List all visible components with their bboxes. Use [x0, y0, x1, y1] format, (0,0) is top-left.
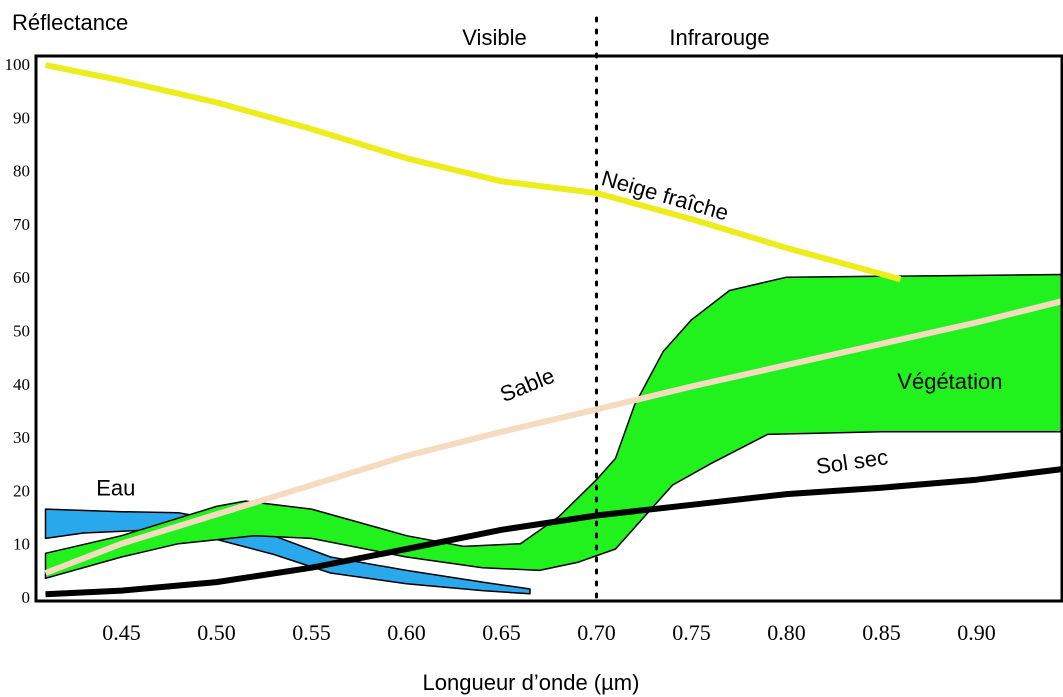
- x-tick-label: 0.65: [482, 620, 521, 645]
- x-tick-label: 0.70: [577, 620, 616, 645]
- y-tick-label: 20: [13, 481, 30, 500]
- band-vegetation: [44, 273, 1063, 580]
- lines-layer: [44, 62, 1063, 598]
- y-tick-label: 50: [13, 322, 30, 341]
- x-tick-label: 0.80: [767, 620, 806, 645]
- x-tick-label: 0.50: [197, 620, 236, 645]
- y-tick-label: 0: [22, 588, 31, 607]
- label-vegetation: Végétation: [897, 369, 1002, 394]
- y-tick-label: 70: [13, 215, 30, 234]
- infrared-region-label: Infrarouge: [669, 25, 769, 50]
- label-eau: Eau: [96, 476, 135, 501]
- y-tick-label: 60: [13, 268, 30, 287]
- series-sable: [44, 298, 1063, 576]
- label-sol-sec: Sol sec: [814, 444, 889, 479]
- y-axis-title: Réflectance: [12, 10, 128, 35]
- y-tick-label: 90: [13, 108, 30, 127]
- y-axis-ticks: 0 10 20 30 40 50 60 70 80 90 100: [5, 55, 31, 607]
- label-sable: Sable: [496, 363, 558, 407]
- plot-frame: [34, 54, 1063, 603]
- y-tick-label: 40: [13, 375, 30, 394]
- bands-layer: [44, 273, 1063, 595]
- visible-region-label: Visible: [462, 25, 526, 50]
- x-tick-label: 0.45: [102, 620, 141, 645]
- label-neige-fraiche: Neige fraîche: [599, 165, 732, 225]
- x-tick-label: 0.90: [957, 620, 996, 645]
- series-sol-sec: [45, 466, 1063, 598]
- series-neige-fraiche: [44, 62, 902, 283]
- y-tick-label: 80: [13, 162, 30, 181]
- x-axis-ticks: 0.45 0.50 0.55 0.60 0.65 0.70 0.75 0.80 0.85 0.90: [102, 620, 996, 645]
- x-tick-label: 0.75: [672, 620, 711, 645]
- x-axis-title: Longueur d’onde (µm): [423, 670, 640, 695]
- x-tick-label: 0.85: [862, 620, 901, 645]
- y-tick-label: 100: [5, 55, 31, 74]
- x-tick-label: 0.60: [387, 620, 426, 645]
- y-tick-label: 30: [13, 428, 30, 447]
- x-tick-label: 0.55: [292, 620, 331, 645]
- y-tick-label: 10: [13, 535, 30, 554]
